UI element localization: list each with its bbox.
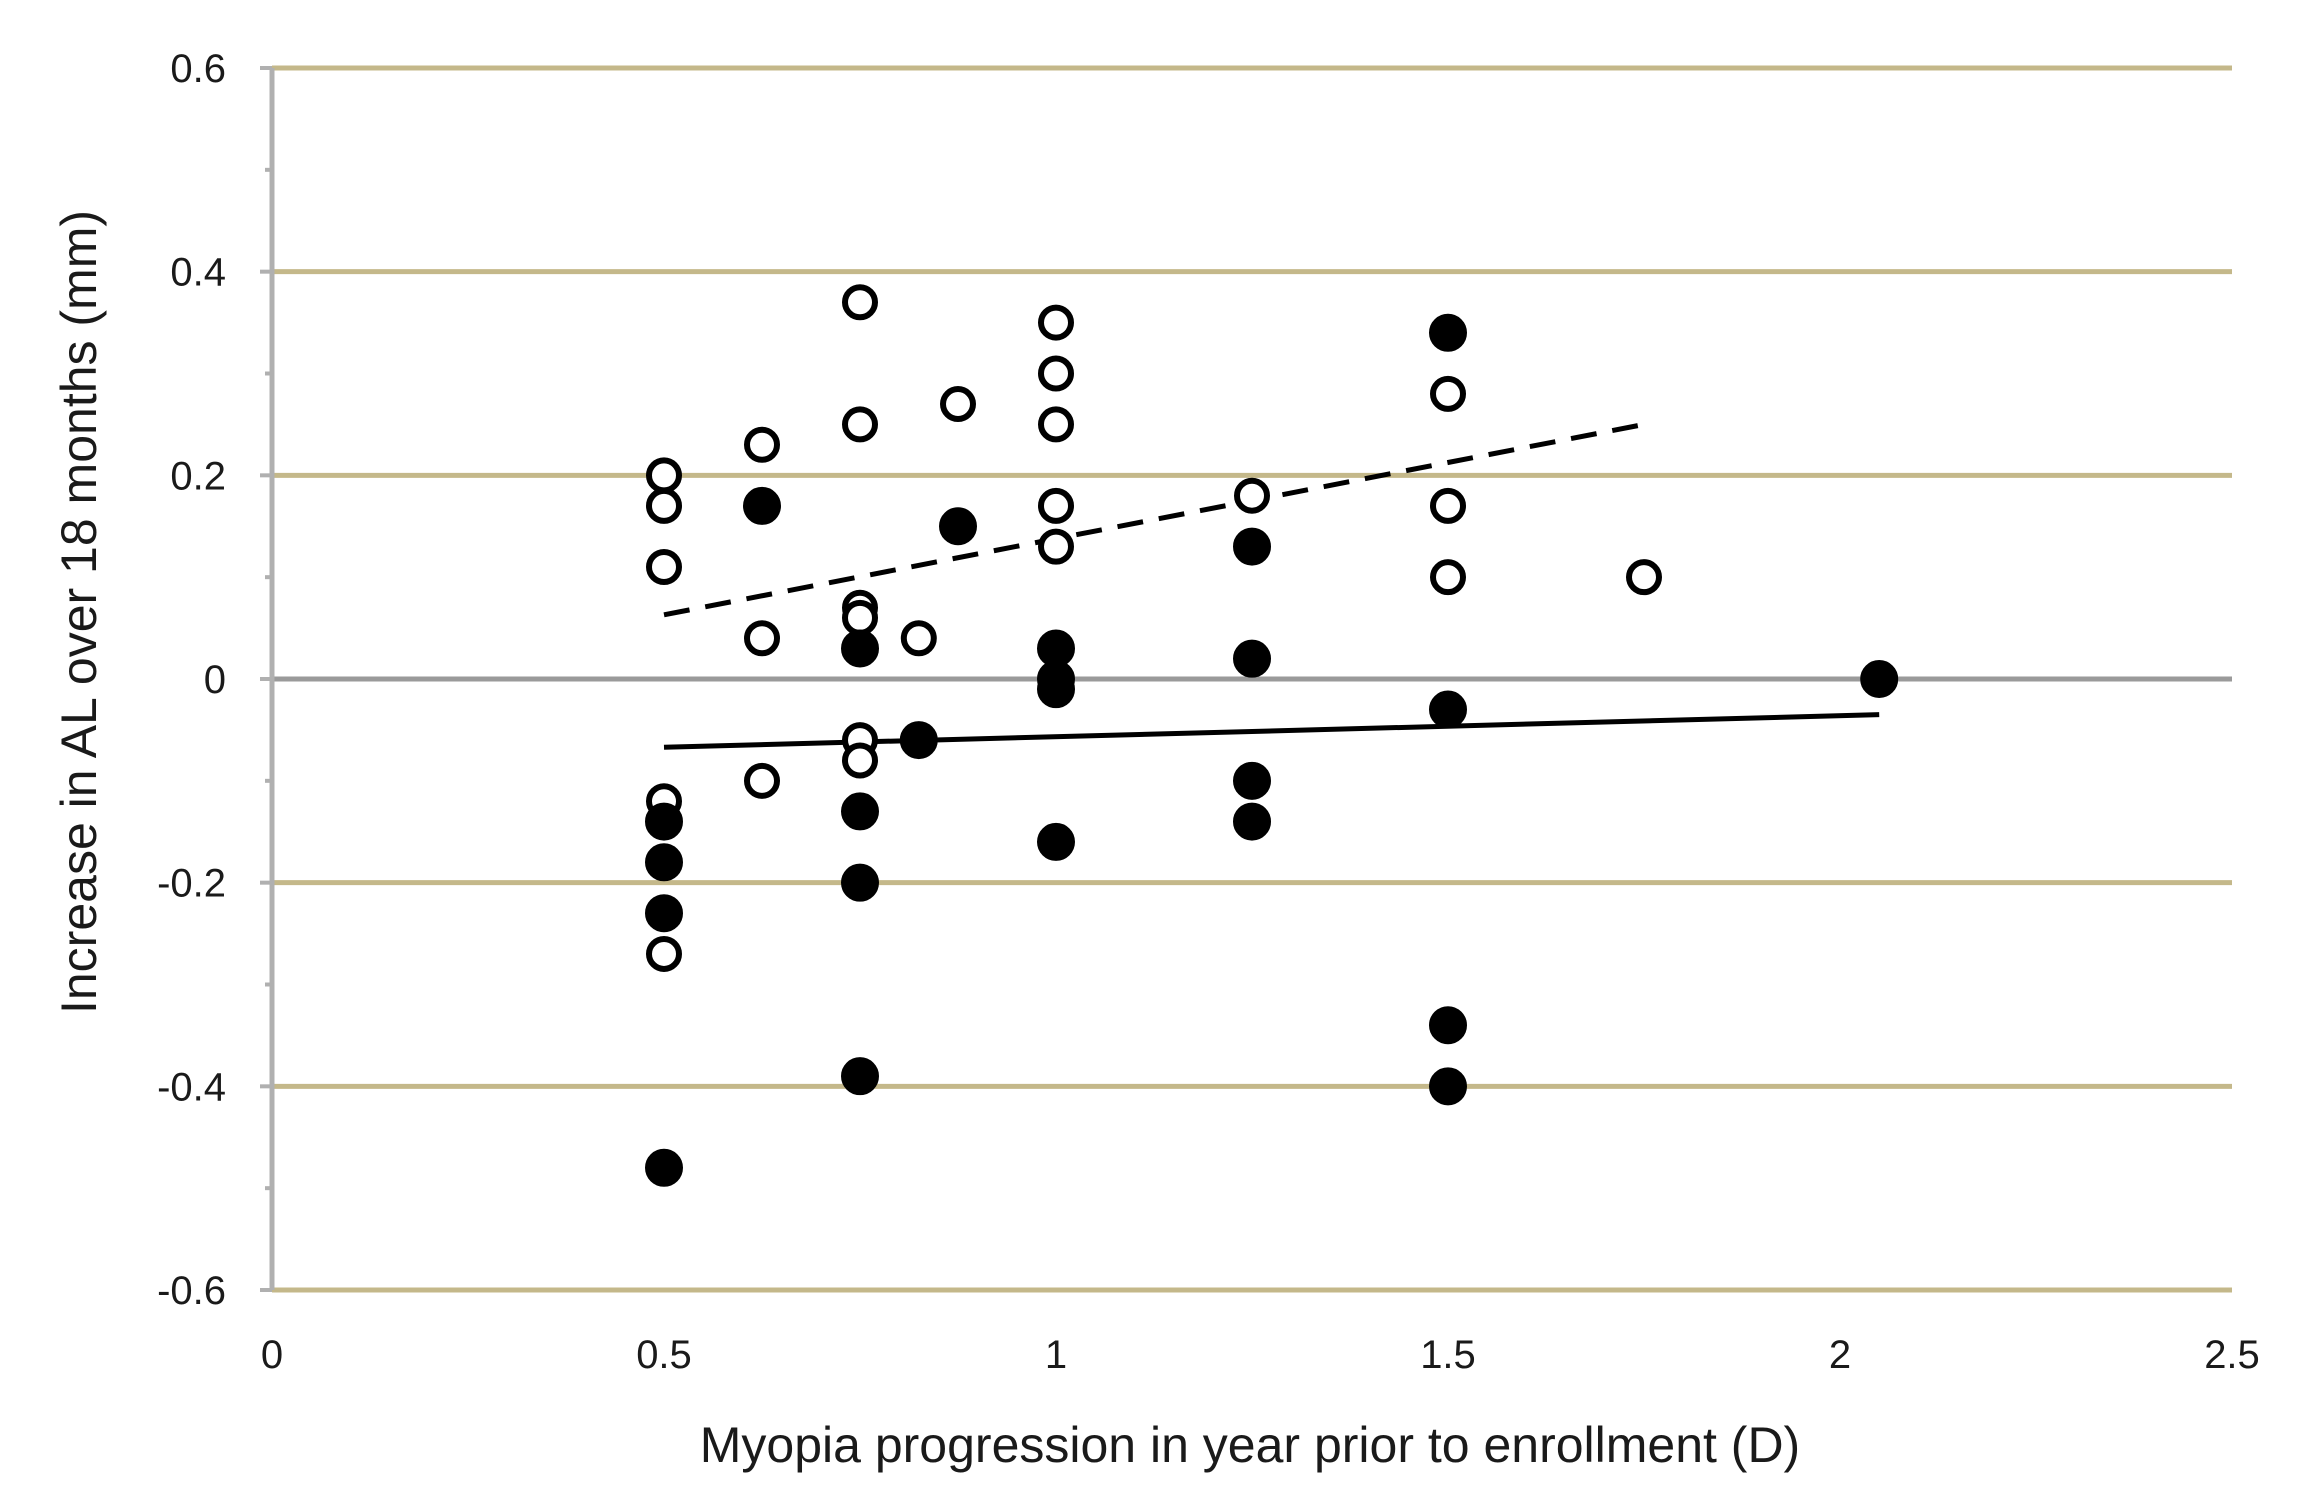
axes bbox=[260, 66, 275, 1292]
x-tick-label: 0 bbox=[261, 1333, 283, 1377]
open-circle-point bbox=[1234, 477, 1270, 514]
open-circle-point bbox=[1430, 375, 1466, 412]
filled-circle-point bbox=[1233, 802, 1271, 841]
filled-circle-point bbox=[743, 486, 781, 525]
filled-circle-point bbox=[841, 792, 879, 831]
open-circle-point bbox=[842, 284, 878, 321]
open-circle-point bbox=[1038, 487, 1074, 524]
open-circle-point bbox=[744, 762, 780, 799]
x-axis-title: Myopia progression in year prior to enro… bbox=[700, 1417, 1800, 1473]
filled-circle-point bbox=[841, 1057, 879, 1096]
open-circle-point bbox=[1038, 355, 1074, 392]
gridlines bbox=[272, 65, 2232, 1293]
y-tick-label: 0.2 bbox=[170, 454, 226, 498]
open-circle-point bbox=[1038, 528, 1074, 565]
filled-circle-point bbox=[645, 894, 683, 933]
filled-circle-point bbox=[1860, 660, 1899, 698]
open-circle-point bbox=[940, 386, 976, 423]
open-circle-point bbox=[1430, 487, 1466, 524]
filled-circle-point bbox=[841, 629, 879, 668]
open-circle-point bbox=[900, 620, 937, 657]
open-circle-point bbox=[646, 935, 682, 972]
filled-circle-point bbox=[939, 507, 977, 546]
y-tick-label: 0.6 bbox=[170, 47, 226, 91]
x-tick-label: 2.5 bbox=[2204, 1333, 2260, 1377]
open-circle-point bbox=[646, 457, 682, 494]
filled-circle-point bbox=[1233, 527, 1271, 566]
open-circle-point bbox=[1038, 304, 1074, 341]
filled-circle-point bbox=[841, 863, 879, 902]
filled-circle-point bbox=[645, 843, 683, 882]
x-tick-label: 1 bbox=[1045, 1333, 1067, 1377]
y-tick-label: 0 bbox=[204, 658, 226, 702]
open-circle-point bbox=[842, 406, 878, 443]
open-circle-point bbox=[842, 742, 878, 779]
y-tick-label: -0.6 bbox=[157, 1269, 226, 1313]
filled-circle-point bbox=[645, 802, 683, 841]
filled-circle-point bbox=[1429, 313, 1467, 352]
filled-circle-point bbox=[645, 1148, 683, 1187]
open-circle-point bbox=[744, 426, 780, 463]
open-circle-point bbox=[1430, 559, 1466, 596]
filled-circle-point bbox=[1233, 761, 1271, 800]
filled-circle-point bbox=[1037, 822, 1075, 861]
y-tick-label: 0.4 bbox=[170, 251, 226, 295]
open-circle-point bbox=[1038, 406, 1074, 443]
y-tick-label: -0.4 bbox=[157, 1065, 226, 1109]
y-tick-label: -0.2 bbox=[157, 862, 226, 906]
open-circle-point bbox=[646, 487, 682, 524]
filled-circle-point bbox=[1233, 639, 1271, 678]
dashed-trendline bbox=[663, 421, 1645, 618]
filled-circle-point bbox=[1429, 1067, 1467, 1106]
y-axis-title: Increase in AL over 18 months (mm) bbox=[51, 210, 107, 1014]
tick-labels: -0.6 -0.4 -0.2 0 0.2 0.4 0.6 0 0.5 1 1.5 2 2.5 bbox=[157, 47, 2260, 1377]
x-tick-label: 0.5 bbox=[636, 1333, 692, 1377]
filled-circle-point bbox=[1429, 1006, 1467, 1045]
filled-circle-point bbox=[899, 721, 938, 760]
x-tick-label: 2 bbox=[1829, 1333, 1851, 1377]
open-circle-point bbox=[744, 620, 780, 657]
open-circle-point bbox=[1626, 559, 1662, 596]
filled-circle-point bbox=[1037, 670, 1075, 709]
filled-circle-point bbox=[1429, 690, 1467, 729]
data-points bbox=[645, 284, 1899, 1187]
open-circle-point bbox=[646, 548, 682, 585]
open-circle-point bbox=[842, 599, 878, 636]
x-tick-label: 1.5 bbox=[1420, 1333, 1476, 1377]
